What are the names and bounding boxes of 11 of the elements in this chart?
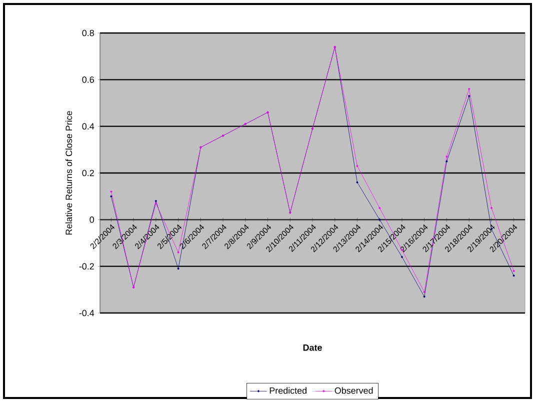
y-tick-label: 0.4 xyxy=(82,123,94,130)
legend-label: Observed xyxy=(334,387,373,394)
y-tick-label: 0 xyxy=(90,216,94,223)
x-axis-title: Date xyxy=(303,344,322,351)
y-tick-label: 0.6 xyxy=(82,76,94,83)
legend-label: Predicted xyxy=(270,387,306,394)
y-axis-title: Relative Returns of Close Price xyxy=(65,111,72,235)
y-tick-label: -0.4 xyxy=(79,310,94,316)
y-tick-label: 0.2 xyxy=(82,170,94,176)
y-tick-label: -0.2 xyxy=(79,263,94,270)
y-tick-label: 0.8 xyxy=(82,30,94,36)
